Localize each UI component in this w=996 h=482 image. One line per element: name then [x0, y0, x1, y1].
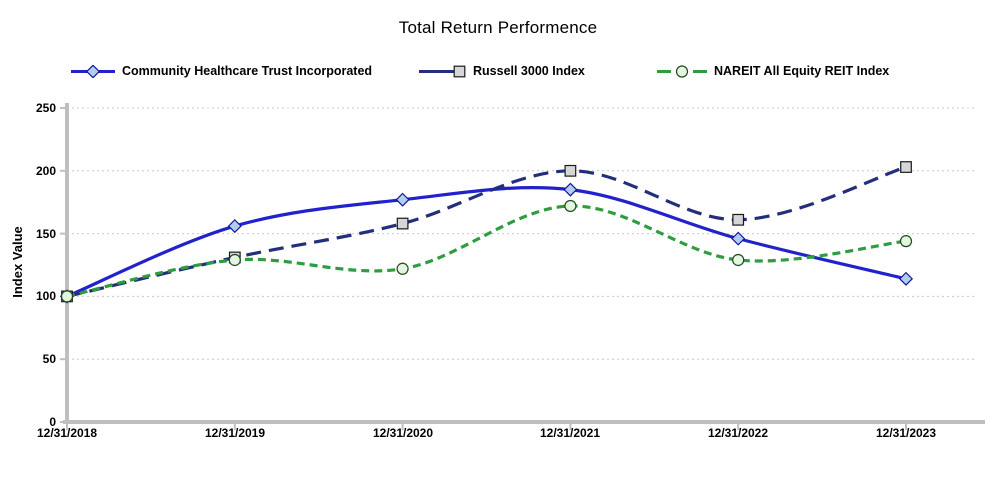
legend-label: NAREIT All Equity REIT Index	[714, 64, 890, 78]
legend-item-russell-3000: Russell 3000 Index	[419, 58, 585, 84]
y-tick-label: 200	[35, 164, 56, 178]
x-tick-label: 12/31/2022	[707, 426, 769, 440]
y-tick-label: 250	[35, 101, 56, 115]
y-tick-label: 0	[49, 415, 56, 429]
y-tick-label: 150	[35, 227, 56, 241]
x-tick-label: 12/31/2023	[875, 426, 937, 440]
x-tick-label: 12/31/2019	[204, 426, 266, 440]
line-diamond-marker-icon	[71, 64, 115, 78]
dash-circle-marker-icon	[657, 64, 707, 78]
legend-item-chct: Community Healthcare Trust Incorporated	[71, 58, 372, 84]
x-tick-label: 12/31/2018	[36, 426, 98, 440]
legend-label: Community Healthcare Trust Incorporated	[122, 64, 373, 78]
y-tick-label: 50	[42, 352, 56, 366]
chart-title: Total Return Performence	[398, 18, 598, 37]
x-tick-label: 12/31/2021	[539, 426, 601, 440]
x-tick-label: 12/31/2020	[372, 426, 434, 440]
line-square-marker-icon	[419, 65, 466, 77]
legend-item-nareit: NAREIT All Equity REIT Index	[657, 58, 889, 84]
y-tick-label: 100	[35, 289, 56, 303]
legend-label: Russell 3000 Index	[473, 64, 585, 78]
